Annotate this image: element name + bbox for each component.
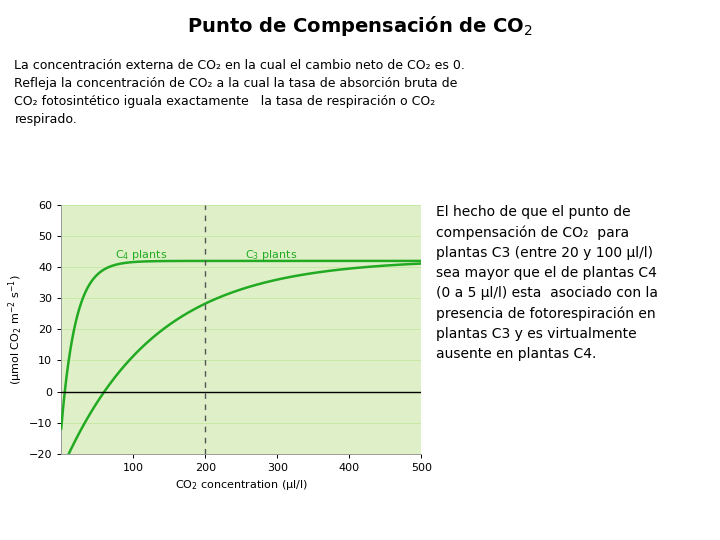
Y-axis label: Net CO$_2$ fixation
(μmol CO$_2$ m$^{-2}$ s$^{-1}$): Net CO$_2$ fixation (μmol CO$_2$ m$^{-2}… [0,274,24,384]
Text: C$_4$ plants: C$_4$ plants [115,248,168,262]
Text: El hecho de que el punto de
compensación de CO₂  para
plantas C3 (entre 20 y 100: El hecho de que el punto de compensación… [436,205,657,361]
Text: La concentración externa de CO₂ en la cual el cambio neto de CO₂ es 0.
Refleja l: La concentración externa de CO₂ en la cu… [14,59,465,126]
X-axis label: CO$_2$ concentration (μl/l): CO$_2$ concentration (μl/l) [175,478,307,492]
Text: Punto de Compensación de CO$_2$: Punto de Compensación de CO$_2$ [187,14,533,37]
Text: C$_3$ plants: C$_3$ plants [245,248,297,262]
